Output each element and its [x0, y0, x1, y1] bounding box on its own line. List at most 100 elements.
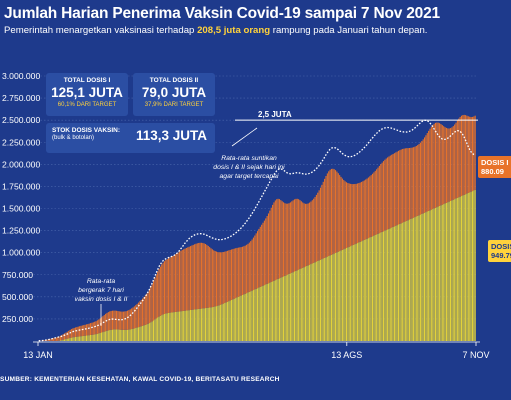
- bar-dose2: [295, 270, 297, 341]
- bar-dose2: [106, 330, 108, 341]
- bar-dose1: [166, 259, 168, 314]
- bar-dose1: [397, 150, 400, 225]
- bar-dose2: [229, 300, 231, 341]
- bar-dose1: [76, 327, 78, 337]
- stat-dose2-value: 79,0 JUTA: [141, 85, 207, 100]
- bar-dose2: [187, 310, 189, 341]
- bar-dose2: [285, 275, 287, 341]
- bar-dose2: [107, 330, 109, 341]
- bar-dose1: [183, 249, 185, 311]
- bar-dose1: [105, 313, 107, 332]
- bar-dose2: [170, 312, 172, 341]
- stat-stock-sub: (bulk & botolan): [52, 135, 95, 141]
- bar-dose2: [422, 213, 424, 341]
- bar-dose1: [304, 203, 307, 267]
- moving-average-line: [38, 119, 476, 342]
- bar-dose2: [125, 329, 127, 341]
- bar-dose2: [355, 243, 357, 341]
- bar-dose2: [344, 248, 346, 341]
- bar-dose1: [352, 184, 354, 245]
- bar-dose2: [110, 329, 112, 341]
- bar-dose2: [136, 327, 138, 341]
- bar-dose2: [340, 250, 342, 341]
- bar-dose2: [126, 329, 129, 341]
- bar-dose2: [313, 262, 315, 341]
- bar-dose1: [144, 295, 146, 325]
- bar-dose2: [240, 295, 242, 341]
- bar-dose2: [434, 207, 437, 341]
- bar-dose2: [337, 251, 339, 341]
- bar-dose2: [309, 264, 311, 341]
- bar-dose2: [166, 313, 168, 341]
- bar-dose1: [277, 198, 279, 279]
- bar-dose2: [195, 309, 197, 341]
- bar-dose1: [261, 224, 263, 287]
- bar-dose1: [356, 183, 359, 244]
- bar-dose2: [203, 308, 205, 341]
- bar-dose1: [157, 271, 159, 318]
- bar-dose1: [85, 324, 88, 336]
- bar-dose1: [217, 252, 219, 306]
- bar-dose2: [118, 329, 120, 341]
- bar-dose2: [430, 209, 432, 341]
- bar-dose1: [178, 251, 181, 312]
- bar-dose1: [87, 324, 89, 336]
- target-note-line: dosis I & II sejak hari ini: [213, 164, 285, 171]
- target-note-pointer: [231, 127, 258, 147]
- bar-dose2: [441, 204, 443, 341]
- bar-dose1: [400, 149, 402, 224]
- bar-dose2: [254, 289, 256, 341]
- bar-dose1: [410, 147, 412, 219]
- bar-dose1: [291, 201, 293, 273]
- bar-dose2: [310, 264, 312, 341]
- bar-dose1: [393, 153, 395, 227]
- bar-dose2: [154, 319, 156, 341]
- bar-dose1: [50, 338, 52, 341]
- bar-dose2: [232, 299, 234, 341]
- bar-dose1: [103, 315, 105, 332]
- bar-dose1: [124, 311, 126, 330]
- bar-dose1: [248, 242, 250, 292]
- bar-dose1: [423, 137, 426, 213]
- bar-dose1: [281, 201, 283, 278]
- bar-dose1: [280, 200, 282, 278]
- bar-dose1: [422, 139, 424, 214]
- bar-dose1: [313, 198, 315, 263]
- bar-dose2: [230, 299, 233, 341]
- bar-dose2: [298, 269, 300, 341]
- bar-dose1: [65, 332, 67, 340]
- bar-dose2: [277, 278, 279, 341]
- bar-dose1: [230, 249, 233, 300]
- bar-dose1: [59, 335, 61, 341]
- bar-dose1: [172, 256, 174, 313]
- bar-dose1: [339, 175, 341, 252]
- bar-dose2: [456, 197, 458, 341]
- bar-dose2: [366, 238, 368, 341]
- bar-dose2: [352, 244, 354, 341]
- bar-dose1: [251, 239, 253, 291]
- bar-dose1: [258, 228, 260, 288]
- bar-dose1: [369, 176, 371, 238]
- bar-dose1: [309, 202, 311, 265]
- bar-dose2: [150, 322, 152, 341]
- bar-dose1: [137, 302, 140, 328]
- bar-dose1: [77, 326, 79, 337]
- bar-dose1: [340, 176, 342, 251]
- bar-dose2: [217, 305, 219, 341]
- bar-dose1: [220, 252, 222, 305]
- bar-dose1: [388, 156, 390, 229]
- y-tick-label: 2.000.000: [2, 159, 40, 169]
- bar-dose2: [467, 192, 469, 341]
- bar-dose2: [421, 213, 423, 341]
- bar-dose1: [200, 242, 202, 309]
- bar-dose2: [272, 281, 274, 341]
- bar-dose1: [226, 250, 228, 302]
- bar-dose2: [237, 296, 239, 341]
- bar-dose1: [439, 123, 441, 206]
- bar-dose1: [445, 127, 447, 203]
- bar-dose2: [458, 197, 460, 341]
- bar-dose2: [257, 288, 259, 341]
- bar-dose1: [311, 200, 313, 264]
- bar-dose2: [332, 254, 334, 341]
- y-tick-label: 1.500.000: [2, 204, 40, 214]
